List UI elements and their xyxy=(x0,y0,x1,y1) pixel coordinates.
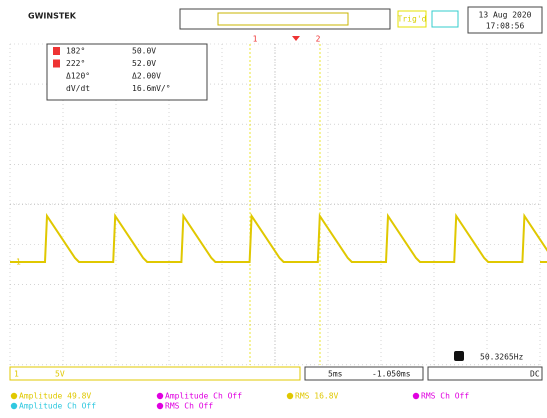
time: 17:08:56 xyxy=(486,22,525,31)
trigger-type xyxy=(431,10,459,28)
measure-icon xyxy=(412,392,420,400)
channel-scale: 5V xyxy=(55,370,65,379)
timebase: 5ms xyxy=(328,370,343,379)
position: -1.050ms xyxy=(372,370,411,379)
channel-number: 1 xyxy=(14,370,19,379)
cursor-value: 50.0V xyxy=(132,47,156,56)
channel-box xyxy=(9,366,301,381)
frequency: 50.3265Hz xyxy=(480,353,524,362)
coupling: DC xyxy=(530,370,540,379)
cursor-label: dV/dt xyxy=(66,84,90,93)
measurement: Amplitude Ch Off xyxy=(165,392,242,401)
measure-icon xyxy=(10,402,18,410)
measure-icon xyxy=(156,402,164,410)
measurement: Amplitude 49.8V xyxy=(19,392,91,401)
memory-bar xyxy=(179,8,391,30)
trigger-box xyxy=(427,366,543,381)
measure-icon xyxy=(286,392,294,400)
cursor-value: 16.6mV/° xyxy=(132,84,171,93)
cursor-panel xyxy=(46,43,208,101)
measure-icon xyxy=(10,392,18,400)
cursor-marker: 1 xyxy=(253,35,258,44)
frequency-icon xyxy=(454,351,464,361)
measurement: RMS Ch Off xyxy=(165,402,213,411)
cursor-value: Δ2.00V xyxy=(132,72,161,81)
channel-ground-marker: 1 xyxy=(16,258,21,267)
date: 13 Aug 2020 xyxy=(479,11,532,20)
cursor-icon xyxy=(53,47,60,55)
cursor-label: Δ120° xyxy=(66,72,90,81)
measure-icon xyxy=(156,392,164,400)
cursor-label: 222° xyxy=(66,59,85,68)
clock-box xyxy=(467,6,543,34)
measurement: RMS Ch Off xyxy=(421,392,469,401)
trigger-status: Trig'd xyxy=(398,15,427,24)
brand: GWINSTEK xyxy=(28,12,77,21)
measurement: Amplitude Ch Off xyxy=(19,402,96,411)
cursor-icon xyxy=(53,59,60,68)
trigger-marker xyxy=(292,36,300,41)
cursor-marker: 2 xyxy=(316,35,321,44)
cursor-value: 52.0V xyxy=(132,59,156,68)
measurement: RMS 16.8V xyxy=(295,392,339,401)
cursor-label: 182° xyxy=(66,47,85,56)
trigger-status-box xyxy=(397,10,427,28)
waveform xyxy=(10,212,547,263)
timebase-box xyxy=(304,366,424,381)
memory-window xyxy=(217,12,349,26)
